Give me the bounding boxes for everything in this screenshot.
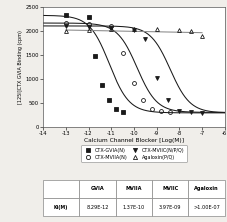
Legend: CTX-GVIA(N), CTX-MVIIA(N), CTX-MVIIC(N/P/Q), Agaloxin(P/Q): CTX-GVIA(N), CTX-MVIIA(N), CTX-MVIIC(N/P… bbox=[81, 145, 187, 162]
X-axis label: Calcium Channel Blocker [Log(M)]: Calcium Channel Blocker [Log(M)] bbox=[84, 138, 184, 143]
Y-axis label: [125I]CTX GVIA Binding (cpm): [125I]CTX GVIA Binding (cpm) bbox=[18, 30, 23, 104]
